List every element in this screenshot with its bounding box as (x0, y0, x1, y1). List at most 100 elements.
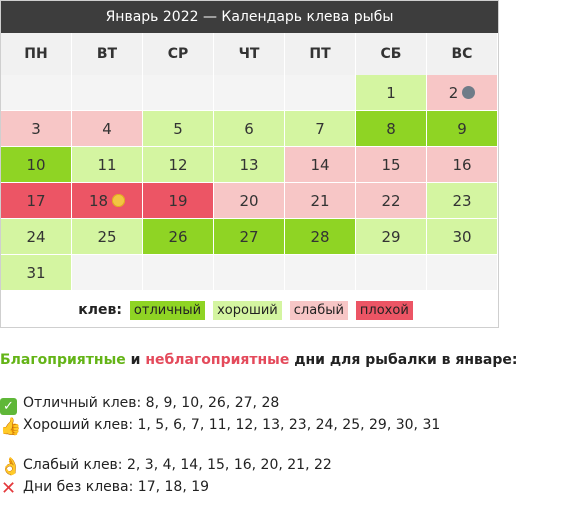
day-number: 6 (244, 120, 254, 138)
day-cell-19: 19 (143, 183, 214, 219)
day-cell-12: 12 (143, 147, 214, 183)
day-number: 18 (88, 192, 109, 210)
day-cell-2: 2 (427, 75, 498, 111)
day-number: 10 (26, 156, 46, 174)
day-cell-5: 5 (143, 111, 214, 147)
day-cell-26: 26 (143, 219, 214, 255)
legend-excellent: отличный (129, 300, 206, 320)
weekday-header: ПН ВТ СР ЧТ ПТ СБ ВС (1, 33, 498, 75)
full-moon-icon (112, 194, 126, 207)
day-cell-21: 21 (285, 183, 356, 219)
week-row: 31 (1, 255, 498, 291)
weekday-2: ВТ (72, 33, 143, 75)
day-cell-28: 28 (285, 219, 356, 255)
day-cell-9: 9 (427, 111, 498, 147)
day-number: 28 (310, 228, 330, 246)
empty-cell (285, 75, 356, 111)
day-number: 7 (315, 120, 325, 138)
day-cell-7: 7 (285, 111, 356, 147)
day-number: 26 (168, 228, 188, 246)
day-cell-30: 30 (427, 219, 498, 255)
fishing-calendar: Январь 2022 — Календарь клева рыбы ПН ВТ С… (0, 0, 499, 328)
day-number: 17 (26, 192, 46, 210)
empty-cell (72, 255, 143, 291)
good-days-text: Хороший клев: 1, 5, 6, 7, 11, 12, 13, 23… (23, 417, 441, 433)
day-cell-18: 18 (72, 183, 143, 219)
week-row: 17 18 19 20 21 22 23 (1, 183, 498, 219)
calendar-grid: 1 2 3 4 5 6 7 8 9 10 11 12 13 14 15 16 17 18 19 20 21 22 23 24 2… (1, 75, 498, 291)
week-row: 24 25 26 27 28 29 30 (1, 219, 498, 255)
legend: клев: отличный хороший слабый плохой (1, 291, 498, 329)
weak-days-line: 👌 Слабый клев: 2, 3, 4, 14, 15, 16, 20, 2… (0, 454, 582, 476)
day-number: 21 (310, 192, 330, 210)
weekday-3: СР (143, 33, 214, 75)
ok-hand-icon: 👌 (0, 457, 22, 477)
empty-cell (356, 255, 427, 291)
favorable-word: Благоприятные (0, 352, 126, 368)
and-word: и (125, 352, 146, 368)
empty-cell (285, 255, 356, 291)
unfavorable-word: неблагоприятные (145, 352, 290, 368)
empty-cell (427, 255, 498, 291)
day-cell-11: 11 (72, 147, 143, 183)
day-cell-16: 16 (427, 147, 498, 183)
day-cell-13: 13 (214, 147, 285, 183)
day-number: 22 (381, 192, 401, 210)
day-number: 27 (239, 228, 259, 246)
day-number: 2 (448, 84, 459, 102)
weak-days-text: Слабый клев: 2, 3, 4, 14, 15, 16, 20, 21… (23, 457, 332, 473)
weekday-5: ПТ (285, 33, 356, 75)
day-cell-6: 6 (214, 111, 285, 147)
legend-weak: слабый (289, 300, 348, 320)
weekday-1: ПН (1, 33, 72, 75)
weekday-4: ЧТ (214, 33, 285, 75)
day-cell-22: 22 (356, 183, 427, 219)
empty-cell (214, 255, 285, 291)
day-number: 31 (26, 264, 46, 282)
bad-days-line: ✕ Дни без клева: 17, 18, 19 (0, 476, 582, 498)
day-cell-10: 10 (1, 147, 72, 183)
heading-rest: дни для рыбалки в январе: (289, 352, 518, 368)
legend-good: хороший (213, 300, 282, 320)
day-number: 29 (381, 228, 401, 246)
day-cell-1: 1 (356, 75, 427, 111)
day-cell-31: 31 (1, 255, 72, 291)
empty-cell (214, 75, 285, 111)
weekday-7: ВС (427, 33, 498, 75)
day-number: 8 (386, 120, 396, 138)
cross-mark-icon: ✕ (0, 478, 17, 499)
day-number: 4 (102, 120, 112, 138)
bad-days-text: Дни без клева: 17, 18, 19 (23, 479, 210, 495)
empty-cell (143, 255, 214, 291)
empty-cell (143, 75, 214, 111)
check-mark-icon: ✓ (0, 398, 17, 415)
weekday-6: СБ (356, 33, 427, 75)
day-cell-14: 14 (285, 147, 356, 183)
day-number: 15 (381, 156, 401, 174)
summary-heading: Благоприятные и неблагоприятные дни для … (0, 352, 582, 368)
day-cell-3: 3 (1, 111, 72, 147)
day-number: 5 (173, 120, 183, 138)
legend-label: клев: (78, 302, 122, 318)
week-row: 3 4 5 6 7 8 9 (1, 111, 498, 147)
day-number: 25 (97, 228, 117, 246)
day-number: 19 (168, 192, 188, 210)
legend-bad: плохой (355, 300, 413, 320)
day-number: 14 (310, 156, 330, 174)
day-cell-29: 29 (356, 219, 427, 255)
day-cell-8: 8 (356, 111, 427, 147)
new-moon-icon (462, 86, 476, 99)
excellent-days-line: ✓ Отличный клев: 8, 9, 10, 26, 27, 28 (0, 392, 582, 415)
day-number: 23 (452, 192, 472, 210)
day-cell-23: 23 (427, 183, 498, 219)
day-cell-24: 24 (1, 219, 72, 255)
day-cell-27: 27 (214, 219, 285, 255)
thumbs-up-icon: 👍 (0, 417, 22, 437)
excellent-days-text: Отличный клев: 8, 9, 10, 26, 27, 28 (23, 395, 280, 411)
good-days-line: 👍 Хороший клев: 1, 5, 6, 7, 11, 12, 13, 2… (0, 414, 582, 436)
day-number: 13 (239, 156, 259, 174)
day-cell-15: 15 (356, 147, 427, 183)
day-cell-20: 20 (214, 183, 285, 219)
day-number: 24 (26, 228, 46, 246)
